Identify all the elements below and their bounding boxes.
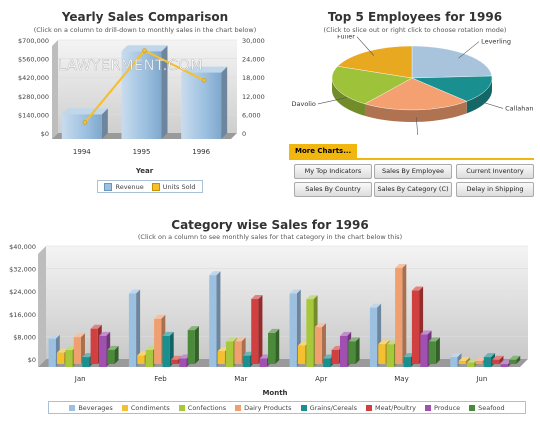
legend-item-grains-cereals: Grains/Cereals — [300, 404, 357, 412]
plot-side-wall — [38, 246, 46, 367]
bar-jun-seafood[interactable] — [509, 355, 521, 364]
y-tick-label: $32,000 — [9, 266, 36, 274]
bar-jun-meat-poultry[interactable] — [492, 355, 504, 364]
y-tick-label: $700,000 — [18, 37, 49, 45]
bar-jan-seafood[interactable] — [107, 345, 119, 364]
pie-label-leverling: Leverling — [481, 38, 511, 46]
category-chart-title: Category wise Sales for 1996 — [171, 218, 369, 232]
employees-chart-subtitle: (Click to slice out or right click to ch… — [323, 26, 507, 34]
yearly-legend: Revenue Units Sold — [97, 180, 203, 193]
more-charts-divider — [289, 158, 534, 160]
pie-slice-davolio[interactable] — [331, 66, 413, 105]
sales-by-employee-button[interactable]: Sales By Employee — [374, 164, 452, 179]
y2-tick-label: 18,000 — [242, 74, 265, 82]
y2-tick-label: 6,000 — [242, 111, 261, 119]
pie-leader-line — [458, 41, 480, 59]
units-sold-point[interactable] — [201, 78, 207, 83]
legend-item-dairy-products: Dairy Products — [235, 404, 292, 412]
units-sold-point[interactable] — [142, 48, 147, 53]
bar-apr-seafood[interactable] — [348, 337, 360, 364]
x-tick-label: 1995 — [133, 148, 151, 156]
x-tick-label: 1996 — [192, 148, 210, 156]
legend-item-produce: Produce — [425, 404, 460, 412]
y-tick-label: $0 — [41, 130, 49, 138]
bar-apr-dairy-products[interactable] — [314, 323, 326, 364]
legend-item-meat-poultry: Meat/Poultry — [366, 404, 416, 412]
legend-item-beverages: Beverages — [69, 404, 113, 412]
my-top-indicators-button[interactable]: My Top Indicators — [294, 164, 372, 179]
legend-item-seafood: Seafood — [469, 404, 505, 412]
bar-mar-meat-poultry[interactable] — [251, 295, 263, 364]
x-tick-label: 1994 — [73, 148, 91, 156]
bar-mar-seafood[interactable] — [268, 328, 280, 364]
yearly-chart-subtitle: (Click on a column to drill-down to mont… — [33, 26, 257, 34]
sales-by-category-button[interactable]: Sales By Category (C) — [374, 182, 452, 197]
pie-leader-line — [475, 99, 504, 109]
pie-side-davolio — [332, 78, 365, 116]
revenue-bar-1995[interactable] — [121, 45, 168, 139]
y-tick-label: $8,000 — [13, 333, 36, 341]
y2-tick-label: 0 — [242, 130, 246, 138]
y-tick-label: $420,000 — [18, 74, 49, 82]
revenue-bar-1996[interactable] — [181, 66, 228, 139]
y2-tick-label: 30,000 — [242, 37, 265, 45]
bar-may-dairy-products[interactable] — [395, 263, 407, 364]
bar-jun-condiments[interactable] — [458, 357, 470, 364]
pie-slice-peacock[interactable] — [364, 77, 468, 111]
bar-mar-beverages[interactable] — [209, 271, 221, 367]
pie-slice-fuller[interactable] — [337, 45, 413, 79]
y-tick-label: $0 — [28, 356, 36, 364]
employees-chart-title: Top 5 Employees for 1996 — [327, 10, 503, 24]
sales-by-country-button[interactable]: Sales By Country — [294, 182, 372, 197]
x-tick-label: Jun — [475, 375, 487, 383]
pie-slice-callahan[interactable] — [411, 75, 493, 102]
more-charts-header: More Charts... — [289, 144, 358, 158]
watermark: LAWYERMENT.COM — [58, 58, 203, 74]
x-axis-title: Year — [135, 167, 154, 175]
pie-leader-line — [317, 97, 347, 105]
pie-label-fuller: Fuller — [337, 35, 355, 41]
bar-may-seafood[interactable] — [428, 337, 440, 364]
plot-side-wall — [52, 40, 58, 139]
y2-tick-label: 12,000 — [242, 93, 265, 101]
bar-feb-beverages[interactable] — [128, 289, 141, 367]
y-tick-label: $280,000 — [18, 93, 49, 101]
category-chart-subtitle: (Click on a column to see monthly sales … — [137, 233, 403, 241]
legend-item-confections: Confections — [178, 404, 226, 412]
category-sales-chart[interactable]: $0 $8,000 $16,000 $24,000 $32,000 $40,000 Jan F… — [0, 240, 540, 398]
yearly-chart-title: Yearly Sales Comparison — [61, 10, 229, 24]
pie-leader-line — [415, 117, 419, 135]
y2-tick-label: 24,000 — [242, 56, 265, 64]
y-tick-label: $560,000 — [18, 56, 49, 64]
pie-leader-line — [356, 36, 375, 56]
pie-slice-leverling[interactable] — [411, 45, 493, 79]
x-tick-label: Mar — [234, 375, 247, 383]
yearly-sales-chart[interactable]: $0 0 $140,000 6,000 $280,000 12,000 $420,000 18… — [0, 34, 290, 178]
bar-feb-seafood[interactable] — [187, 326, 199, 364]
delay-in-shipping-button[interactable]: Delay in Shipping — [456, 182, 534, 197]
x-tick-label: Apr — [315, 375, 327, 383]
y-tick-label: $16,000 — [9, 311, 36, 319]
x-axis-title: Month — [262, 389, 287, 397]
legend-item-condiments: Condiments — [121, 404, 170, 412]
pie-label-davolio: Davolio — [291, 100, 315, 108]
units-sold-point[interactable] — [82, 120, 88, 125]
current-inventory-button[interactable]: Current Inventory — [456, 164, 534, 179]
pie-side-callahan — [466, 78, 492, 114]
x-tick-label: Feb — [154, 375, 167, 383]
x-tick-label: Jan — [74, 375, 86, 383]
pie-label-callahan: Callahan — [505, 104, 533, 112]
category-legend: Beverages Condiments Confections Dairy P… — [48, 401, 526, 414]
y-tick-label: $140,000 — [18, 111, 49, 119]
plot-back-wall — [46, 246, 528, 359]
revenue-bar-1994[interactable] — [61, 108, 108, 139]
legend-item-units-sold: Units Sold — [151, 182, 196, 191]
legend-item-revenue: Revenue — [104, 182, 144, 191]
y-tick-label: $40,000 — [9, 243, 36, 251]
y-tick-label: $24,000 — [9, 288, 36, 296]
x-tick-label: May — [394, 375, 408, 383]
employees-pie-chart[interactable]: LeverlingCallahanPeacockDavolioFuller — [290, 35, 540, 135]
pie-side-peacock — [364, 101, 467, 122]
